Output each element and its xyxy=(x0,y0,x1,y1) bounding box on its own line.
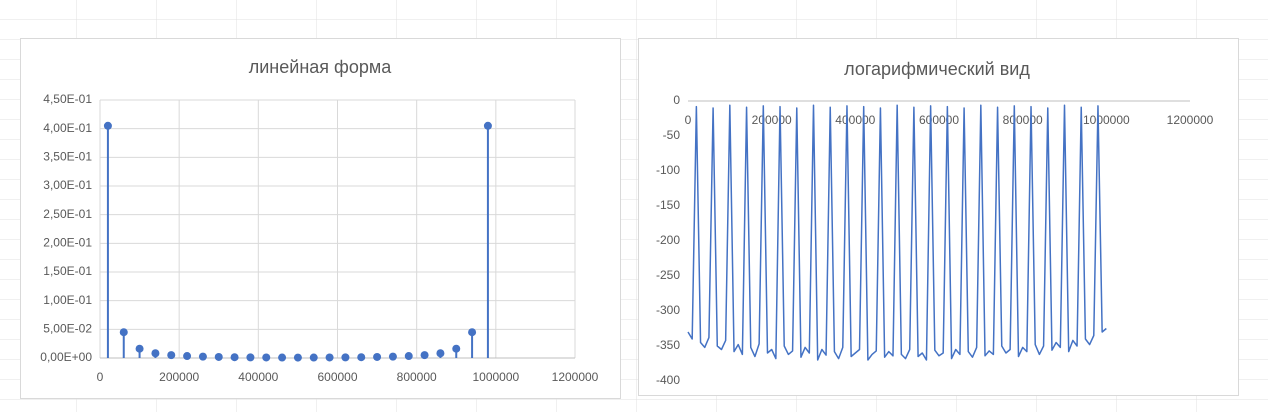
stem-marker xyxy=(420,351,429,360)
x-tick-label: 1000000 xyxy=(1083,113,1130,127)
y-tick-label: -300 xyxy=(656,303,680,317)
stem-marker xyxy=(341,353,350,362)
x-tick-label: 800000 xyxy=(397,370,437,384)
stem-marker xyxy=(325,353,334,362)
chart-title: логарифмический вид xyxy=(844,59,1030,79)
chart-area[interactable] xyxy=(20,38,621,399)
y-tick-label: 0,00E+00 xyxy=(40,350,92,364)
y-tick-label: 2,50E-01 xyxy=(43,207,92,221)
y-tick-label: 0 xyxy=(673,93,680,107)
data-line xyxy=(687,104,1107,361)
x-tick-label: 200000 xyxy=(752,113,792,127)
stem-marker xyxy=(246,353,255,362)
stem-marker xyxy=(103,121,112,130)
chart-area[interactable] xyxy=(638,38,1239,396)
x-tick-label: 800000 xyxy=(1003,113,1043,127)
stem-marker xyxy=(135,344,144,353)
x-tick-label: 400000 xyxy=(238,370,278,384)
x-tick-label: 400000 xyxy=(835,113,875,127)
chart-title: линейная форма xyxy=(249,57,392,77)
stem-marker xyxy=(167,351,176,360)
x-tick-label: 1200000 xyxy=(1167,113,1214,127)
x-tick-label: 600000 xyxy=(317,370,357,384)
stem-marker xyxy=(373,352,382,361)
y-tick-label: 1,00E-01 xyxy=(43,293,92,307)
y-tick-label: -250 xyxy=(656,268,680,282)
y-tick-label: -200 xyxy=(656,233,680,247)
stem-marker xyxy=(183,352,192,361)
stem-marker xyxy=(436,349,445,358)
stem-marker xyxy=(483,121,492,130)
stem-marker xyxy=(452,344,461,353)
stem-marker xyxy=(388,352,397,361)
x-tick-label: 0 xyxy=(97,370,104,384)
x-tick-label: 200000 xyxy=(159,370,199,384)
stem-marker xyxy=(151,349,160,358)
stem-marker xyxy=(293,353,302,362)
stem-marker xyxy=(230,353,239,362)
stem-marker xyxy=(214,352,223,361)
y-tick-label: 3,00E-01 xyxy=(43,178,92,192)
y-tick-label: 2,00E-01 xyxy=(43,236,92,250)
y-tick-label: 3,50E-01 xyxy=(43,150,92,164)
y-tick-label: 1,50E-01 xyxy=(43,264,92,278)
y-tick-label: -50 xyxy=(663,128,681,142)
stem-marker xyxy=(357,353,366,362)
y-tick-label: -350 xyxy=(656,338,680,352)
y-tick-label: -150 xyxy=(656,198,680,212)
x-tick-label: 1000000 xyxy=(472,370,519,384)
y-tick-label: 4,00E-01 xyxy=(43,121,92,135)
x-tick-label: 0 xyxy=(685,113,692,127)
stem-marker xyxy=(468,328,477,337)
stem-marker xyxy=(404,352,413,361)
stem-marker xyxy=(278,353,287,362)
y-tick-label: 4,50E-01 xyxy=(43,92,92,106)
stem-marker xyxy=(119,328,128,337)
stem-marker xyxy=(262,353,271,362)
x-tick-label: 600000 xyxy=(919,113,959,127)
y-tick-label: 5,00E-02 xyxy=(43,322,92,336)
x-tick-label: 1200000 xyxy=(552,370,599,384)
stem-marker xyxy=(198,352,207,361)
y-tick-label: -100 xyxy=(656,163,680,177)
stem-marker xyxy=(309,353,318,362)
y-tick-label: -400 xyxy=(656,373,680,387)
